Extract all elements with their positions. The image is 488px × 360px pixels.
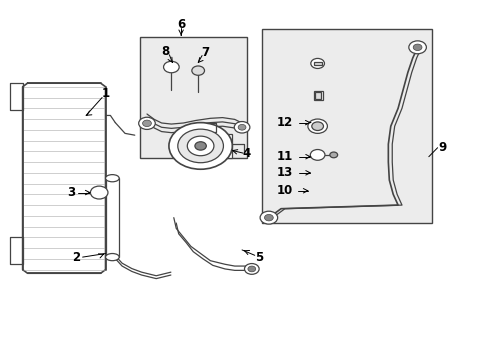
- Circle shape: [191, 66, 204, 75]
- Circle shape: [139, 117, 155, 130]
- Circle shape: [142, 120, 151, 127]
- Text: 1: 1: [102, 87, 109, 100]
- Text: 12: 12: [276, 116, 292, 129]
- Text: 5: 5: [254, 251, 263, 264]
- Text: 9: 9: [437, 141, 446, 154]
- Bar: [315, 93, 321, 99]
- Text: 6: 6: [177, 18, 185, 31]
- Text: 13: 13: [276, 166, 292, 179]
- Circle shape: [90, 186, 108, 199]
- Circle shape: [408, 41, 426, 54]
- Circle shape: [329, 152, 337, 158]
- Text: 2: 2: [72, 251, 80, 264]
- Circle shape: [195, 142, 206, 150]
- Circle shape: [310, 58, 324, 68]
- Circle shape: [307, 119, 327, 134]
- Text: 7: 7: [201, 46, 209, 59]
- Text: 3: 3: [67, 186, 75, 199]
- Bar: [210, 134, 232, 158]
- Ellipse shape: [105, 175, 119, 182]
- Circle shape: [412, 44, 421, 50]
- Circle shape: [178, 129, 223, 163]
- Bar: [313, 91, 322, 100]
- Bar: [105, 178, 119, 257]
- Text: 8: 8: [161, 45, 169, 58]
- Circle shape: [187, 136, 213, 156]
- Circle shape: [244, 264, 259, 274]
- Circle shape: [234, 122, 249, 133]
- Circle shape: [310, 149, 325, 160]
- Bar: [313, 62, 321, 65]
- Circle shape: [168, 123, 232, 169]
- Bar: [261, 30, 431, 223]
- Circle shape: [260, 211, 277, 224]
- Text: 11: 11: [276, 150, 292, 163]
- Ellipse shape: [105, 253, 119, 261]
- Circle shape: [311, 122, 323, 131]
- Circle shape: [163, 61, 179, 73]
- Circle shape: [264, 215, 273, 221]
- Circle shape: [247, 266, 255, 272]
- Text: 10: 10: [276, 184, 292, 197]
- Circle shape: [238, 125, 245, 130]
- Text: 4: 4: [243, 147, 250, 159]
- Bar: [140, 37, 246, 158]
